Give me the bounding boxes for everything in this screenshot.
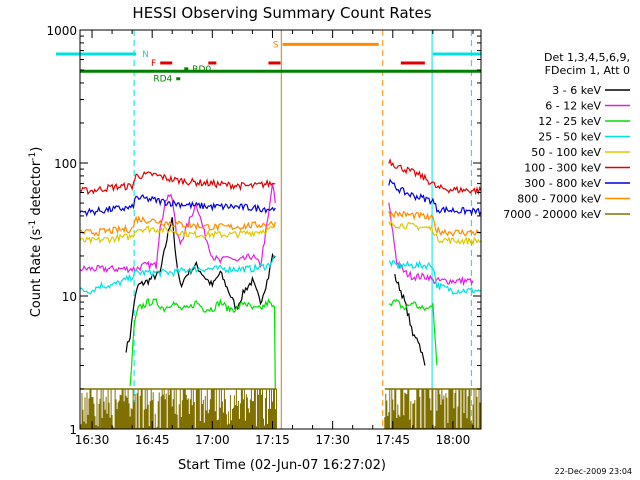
- legend-label-0: 3 - 6 keV: [552, 84, 601, 97]
- series-line-1-b: [388, 202, 474, 287]
- legend-label-6: 300 - 800 keV: [524, 177, 601, 190]
- legend-label-1: 6 - 12 keV: [545, 100, 601, 113]
- series-line-3-a: [80, 255, 276, 295]
- series-line-5-a: [80, 170, 276, 196]
- flag-label-6: S: [273, 40, 279, 50]
- legend: Det 1,3,4,5,6,9,FDecim 1, Att 0 3 - 6 keV…: [503, 51, 630, 221]
- series-line-6-a: [80, 194, 276, 217]
- generation-timestamp: 22-Dec-2009 23:04: [555, 467, 632, 476]
- series-band-8-1: [384, 389, 481, 429]
- series-line-5-b: [388, 157, 481, 196]
- series-line-2-b: [388, 298, 438, 366]
- legend-label-8: 7000 - 20000 keV: [503, 208, 601, 221]
- legend-label-3: 25 - 50 keV: [538, 131, 601, 144]
- y-tick-label-0: 1: [69, 423, 77, 437]
- legend-header-1: FDecim 1, Att 0: [545, 64, 630, 77]
- series-line-0-a: [125, 217, 276, 353]
- x-tick-label-3: 17:15: [255, 433, 290, 447]
- series-group: [80, 30, 481, 429]
- legend-label-4: 50 - 100 keV: [531, 146, 601, 159]
- x-axis-label: Start Time (02-Jun-07 16:27:02): [178, 458, 386, 473]
- series-band-8-0: [80, 389, 277, 429]
- legend-label-5: 100 - 300 keV: [524, 162, 601, 175]
- series-line-4-a: [80, 225, 276, 245]
- series-line-3-b: [388, 260, 481, 296]
- legend-header-0: Det 1,3,4,5,6,9,: [544, 51, 630, 64]
- x-tick-label-5: 17:45: [375, 433, 410, 447]
- axes-layer: 16:30 16:45 17:00 17:15 17:30 17:45 18:00 1 10 10…: [46, 24, 481, 447]
- series-line-0-b: [394, 273, 426, 366]
- legend-label-2: 12 - 25 keV: [538, 115, 601, 128]
- flag-label-2: F: [151, 59, 156, 69]
- x-tick-label-1: 16:45: [135, 433, 170, 447]
- series-line-1-a: [80, 183, 276, 274]
- x-tick-label-0: 16:30: [75, 433, 110, 447]
- y-tick-label-3: 1000: [46, 24, 77, 38]
- y-tick-label-2: 100: [54, 157, 77, 171]
- y-tick-label-1: 10: [62, 290, 77, 304]
- series-line-4-b: [388, 219, 481, 247]
- flag-label-9: RD4: [153, 75, 172, 85]
- flag-label-0: N: [142, 50, 149, 60]
- chart-title: HESSI Observing Summary Count Rates: [132, 4, 431, 22]
- x-tick-label-4: 17:30: [315, 433, 350, 447]
- legend-label-7: 800 - 7000 keV: [517, 193, 601, 206]
- series-line-7-a: [80, 215, 276, 237]
- series-line-6-b: [388, 178, 481, 217]
- data-layer: NF S RD0 RD4: [55, 30, 481, 429]
- x-tick-label-6: 18:00: [436, 433, 471, 447]
- x-tick-label-2: 17:00: [195, 433, 230, 447]
- flag-label-8: RD0: [192, 65, 211, 75]
- plot-frame: [79, 29, 482, 430]
- y-axis-label: Count Rate (s-1 detector-1): [28, 147, 44, 318]
- series-line-2-a: [129, 297, 276, 390]
- series-line-7-b: [388, 210, 481, 237]
